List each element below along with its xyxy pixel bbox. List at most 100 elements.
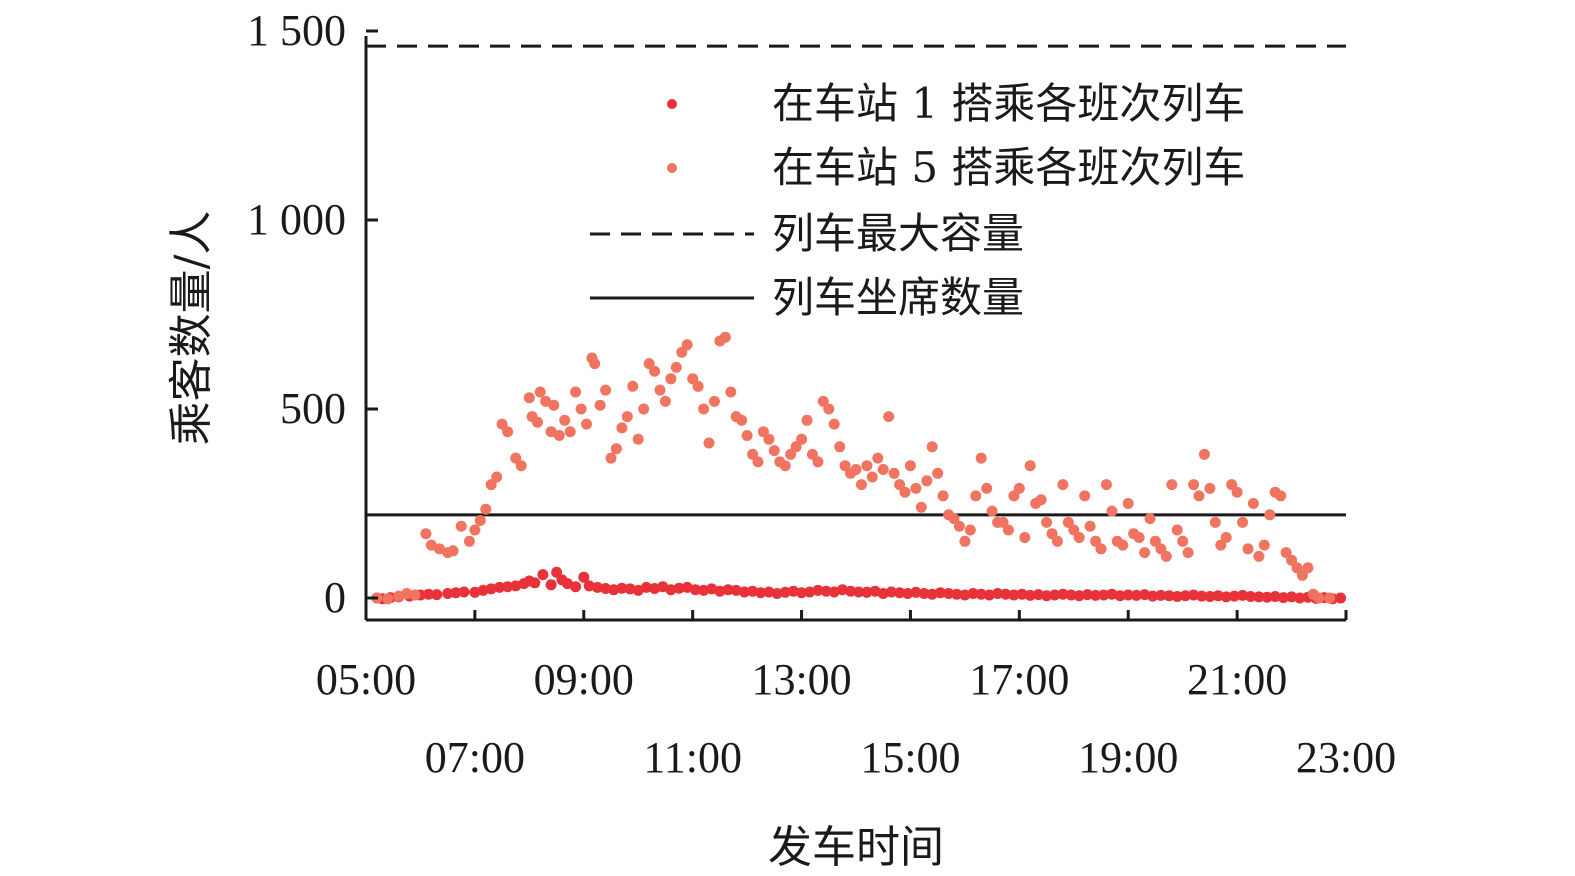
data-point xyxy=(1000,588,1012,600)
data-point xyxy=(649,365,661,377)
data-point xyxy=(608,584,620,596)
data-point xyxy=(548,399,560,411)
data-point xyxy=(1242,543,1254,555)
y-ticks: 0 500 1 000 1 500 xyxy=(247,6,378,622)
data-point xyxy=(981,482,993,494)
data-point xyxy=(883,411,895,423)
legend: 在车站 1 搭乘各班次列车 在车站 5 搭乘各班次列车 列车最大容量 列车坐席数… xyxy=(590,79,1245,322)
data-point xyxy=(834,441,846,453)
data-point xyxy=(725,386,737,398)
x-tick-label: 19:00 xyxy=(1078,733,1178,782)
legend-label-seat-count: 列车坐席数量 xyxy=(772,273,1024,322)
data-point xyxy=(787,585,799,597)
data-point xyxy=(1335,592,1347,604)
data-point xyxy=(1130,589,1142,601)
data-point xyxy=(515,460,527,472)
data-point xyxy=(1122,498,1134,509)
data-point xyxy=(1114,590,1126,602)
data-point xyxy=(537,569,549,581)
data-point xyxy=(1166,479,1178,491)
data-point xyxy=(532,416,543,428)
data-point xyxy=(485,479,497,491)
x-axis-label: 发车时间 xyxy=(768,822,944,873)
data-point xyxy=(450,587,462,599)
data-point xyxy=(474,515,486,526)
data-point xyxy=(1275,490,1287,502)
data-point xyxy=(621,411,633,423)
data-point xyxy=(458,586,470,598)
data-point xyxy=(1147,590,1159,602)
data-point xyxy=(640,581,652,593)
data-point xyxy=(951,588,963,600)
data-point xyxy=(877,464,889,475)
scatter-points-layer xyxy=(371,331,1347,605)
data-point xyxy=(1133,532,1145,543)
data-point xyxy=(616,582,628,594)
data-point xyxy=(918,588,930,599)
x-tick-label: 15:00 xyxy=(860,733,960,782)
data-point xyxy=(828,418,840,430)
data-point xyxy=(975,588,987,600)
y-tick-label: 500 xyxy=(280,384,346,433)
data-point xyxy=(902,588,914,599)
data-point xyxy=(755,587,767,599)
data-point xyxy=(796,433,808,445)
data-point xyxy=(736,414,748,426)
data-point xyxy=(779,586,791,598)
data-point xyxy=(1065,589,1077,601)
data-point xyxy=(1041,590,1053,602)
data-point xyxy=(812,456,824,468)
data-point xyxy=(872,452,884,464)
data-point xyxy=(698,403,710,415)
legend-label-max-capacity: 列车最大容量 xyxy=(772,209,1024,258)
data-point xyxy=(1182,547,1194,559)
data-point xyxy=(409,589,421,601)
data-point xyxy=(975,452,987,464)
data-point xyxy=(1062,516,1074,528)
data-point xyxy=(823,403,835,415)
data-point xyxy=(866,471,878,483)
data-point xyxy=(722,584,734,596)
data-point xyxy=(752,456,764,468)
data-point xyxy=(559,414,571,426)
data-point xyxy=(673,582,685,594)
data-point xyxy=(763,586,775,598)
data-point xyxy=(904,460,916,472)
data-point xyxy=(1032,589,1044,601)
data-point xyxy=(1079,490,1091,502)
data-point xyxy=(730,584,742,596)
data-point xyxy=(1253,550,1265,562)
data-point xyxy=(992,588,1004,599)
data-point xyxy=(1024,589,1036,601)
data-point xyxy=(790,441,802,453)
x-ticks: 05:0007:0009:0011:0013:0015:0017:0019:00… xyxy=(316,610,1396,782)
data-point xyxy=(1226,479,1238,491)
data-point xyxy=(1149,535,1161,547)
data-point xyxy=(591,581,603,593)
data-point xyxy=(1095,543,1107,555)
data-point xyxy=(910,586,922,598)
data-point xyxy=(1024,460,1036,472)
data-point xyxy=(899,486,911,498)
data-point xyxy=(771,588,783,599)
data-point xyxy=(934,587,946,599)
data-point xyxy=(796,587,808,599)
data-point xyxy=(594,399,606,411)
data-point xyxy=(469,524,481,536)
x-tick-label: 23:00 xyxy=(1296,733,1396,782)
legend-label-station1: 在车站 1 搭乘各班次列车 xyxy=(772,79,1245,128)
data-point xyxy=(1016,588,1028,600)
data-point xyxy=(1258,539,1270,551)
data-point xyxy=(469,586,481,598)
data-point xyxy=(877,588,889,599)
data-point xyxy=(1177,535,1189,547)
data-point xyxy=(1188,589,1200,601)
data-point xyxy=(485,583,497,595)
data-point xyxy=(910,482,922,494)
data-point xyxy=(382,593,394,605)
data-point xyxy=(589,358,601,370)
data-point xyxy=(1247,498,1259,509)
data-point xyxy=(1160,550,1172,562)
data-point xyxy=(714,585,726,597)
data-point xyxy=(779,460,791,472)
